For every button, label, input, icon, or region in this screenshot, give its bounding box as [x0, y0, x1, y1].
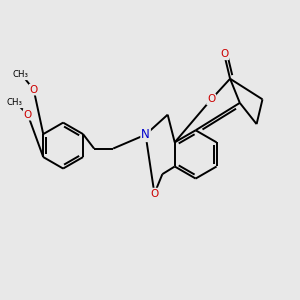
Text: CH₃: CH₃ — [12, 70, 28, 80]
Text: O: O — [150, 189, 158, 199]
Text: CH₃: CH₃ — [7, 98, 22, 107]
Text: O: O — [24, 110, 32, 120]
Text: O: O — [30, 85, 38, 94]
Text: N: N — [141, 128, 150, 141]
Text: O: O — [207, 94, 215, 104]
Text: O: O — [220, 49, 228, 59]
